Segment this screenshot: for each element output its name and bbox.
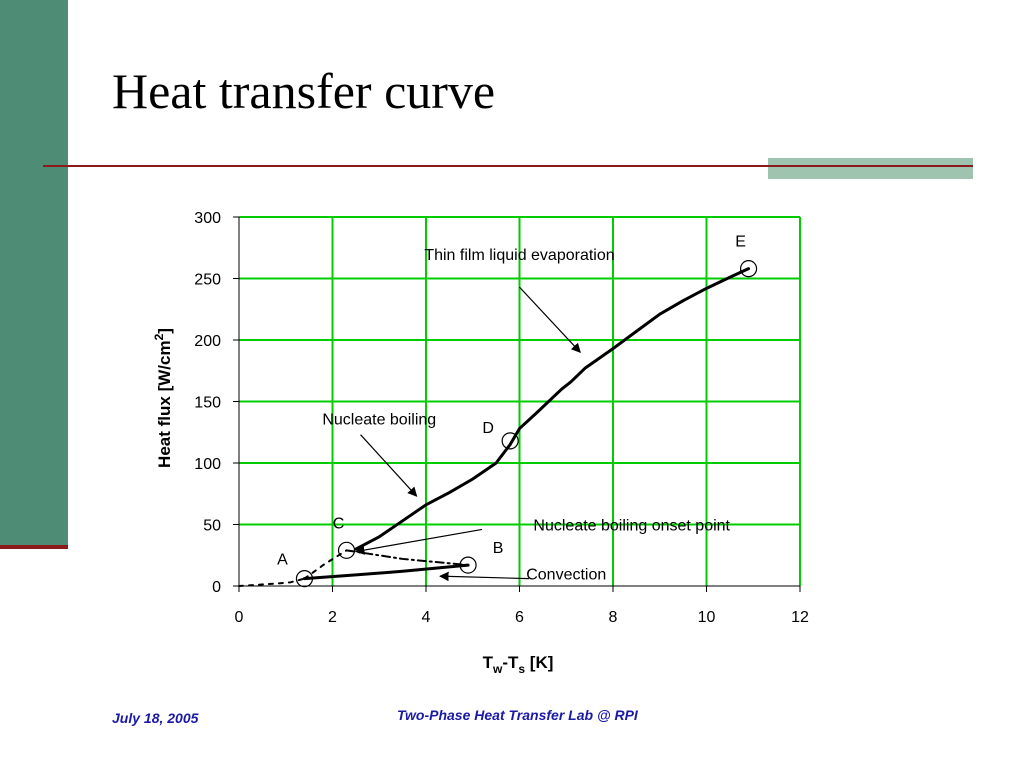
x-tick-label: 8 (609, 609, 618, 626)
y-tick-label: 100 (194, 456, 221, 473)
axes: 0 50 100 150 200 250 300 0 2 4 6 8 10 12 (194, 210, 809, 626)
point-marker-e (739, 260, 758, 278)
annotation-text-4: Convection (526, 567, 606, 584)
footer-date: July 18, 2005 (112, 710, 199, 726)
y-tick-label: 0 (212, 579, 221, 596)
series-line-1 (238, 577, 306, 587)
y-tick-label: 200 (194, 333, 221, 350)
y-tick-label: 50 (203, 518, 221, 535)
point-label-c: C (333, 515, 345, 532)
annotation-arrow-2 (360, 434, 418, 497)
y-tick-label: 150 (194, 395, 221, 412)
title-rule (43, 165, 973, 167)
x-tick-label: 6 (515, 609, 524, 626)
annotations: Thin film liquid evaporation Nucleate boi… (322, 247, 730, 584)
point-marker-a (295, 570, 314, 588)
series-line-5 (354, 267, 751, 551)
annotation-text-3: Nucleate boiling onset point (533, 518, 730, 535)
annotation-arrow-4 (439, 571, 529, 582)
annotation-text-2: Nucleate boiling (322, 412, 436, 429)
annotation-arrow-3 (354, 528, 483, 555)
point-marker-d (501, 432, 519, 450)
x-tick-label: 10 (698, 609, 716, 626)
footer-lab: Two-Phase Heat Transfer Lab @ RPI (397, 707, 638, 723)
data-series (238, 267, 751, 587)
x-tick-label: 2 (328, 609, 337, 626)
point-marker-c (337, 541, 356, 559)
point-label-d: D (482, 420, 494, 437)
y-axis-label: Heat flux [W/cm2] (152, 328, 174, 468)
series-line-3 (303, 549, 348, 580)
x-tick-label: 0 (235, 609, 244, 626)
point-marker-b (459, 556, 477, 574)
point-label-b: B (493, 540, 504, 557)
series-line-2 (302, 563, 470, 581)
x-axis-label: Tw-Ts [K] (483, 653, 554, 676)
slide-title: Heat transfer curve (112, 63, 496, 119)
marked-points: A B C D E (277, 234, 758, 588)
annotation-arrow-1 (519, 286, 581, 354)
accent-block (768, 158, 973, 179)
point-label-e: E (735, 234, 746, 251)
point-label-a: A (277, 552, 288, 569)
y-tick-label: 250 (194, 272, 221, 289)
sidebar-decoration (0, 0, 68, 545)
annotation-text-1: Thin film liquid evaporation (424, 247, 614, 264)
sidebar-rule (0, 545, 68, 549)
grid-lines (239, 216, 801, 586)
series-line-4 (345, 549, 470, 567)
y-tick-label: 300 (194, 210, 221, 227)
x-tick-label: 4 (422, 609, 431, 626)
x-tick-label: 12 (791, 609, 809, 626)
